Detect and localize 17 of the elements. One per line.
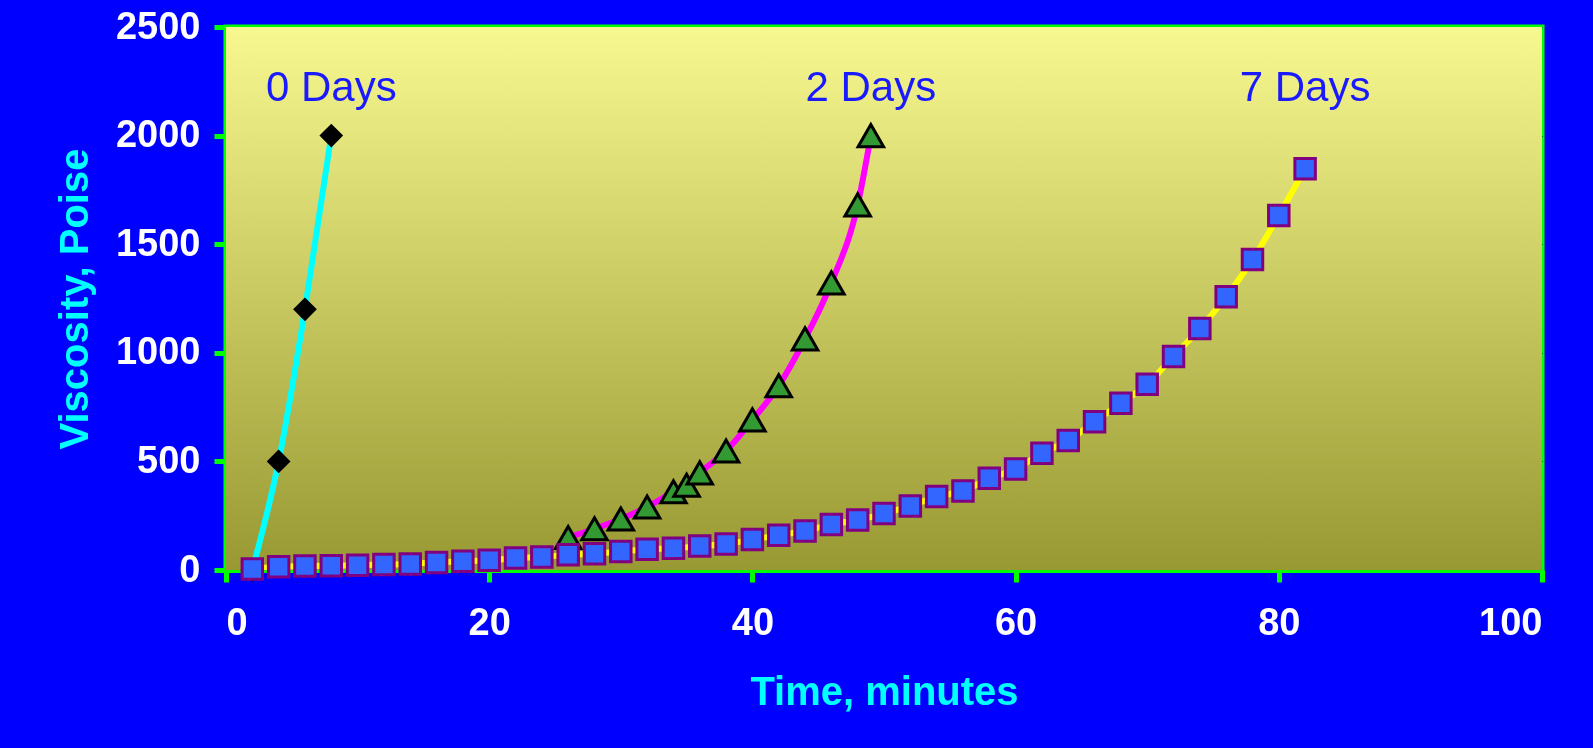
x-tick-label: 60 <box>994 600 1038 643</box>
x-tick-label: 100 <box>1479 600 1543 643</box>
x-tick-label: 80 <box>1258 600 1301 643</box>
y-tick-label: 500 <box>137 438 201 481</box>
y-tick-label: 1000 <box>115 330 201 373</box>
x-axis-title: Time, minutes <box>750 668 1019 713</box>
x-tick-label: 0 <box>226 600 248 643</box>
x-tick-label: 20 <box>468 600 511 643</box>
y-axis-title: Viscosity, Poise <box>51 148 96 450</box>
y-tick-label: 2000 <box>115 113 201 156</box>
y-tick-label: 0 <box>179 547 201 590</box>
series-label: 0 Days <box>265 63 397 110</box>
x-tick-label: 40 <box>731 600 775 643</box>
series-label: 2 Days <box>805 63 937 110</box>
series-label: 7 Days <box>1239 63 1371 110</box>
y-tick-label: 2500 <box>115 4 201 47</box>
y-tick-label: 1500 <box>115 221 201 264</box>
